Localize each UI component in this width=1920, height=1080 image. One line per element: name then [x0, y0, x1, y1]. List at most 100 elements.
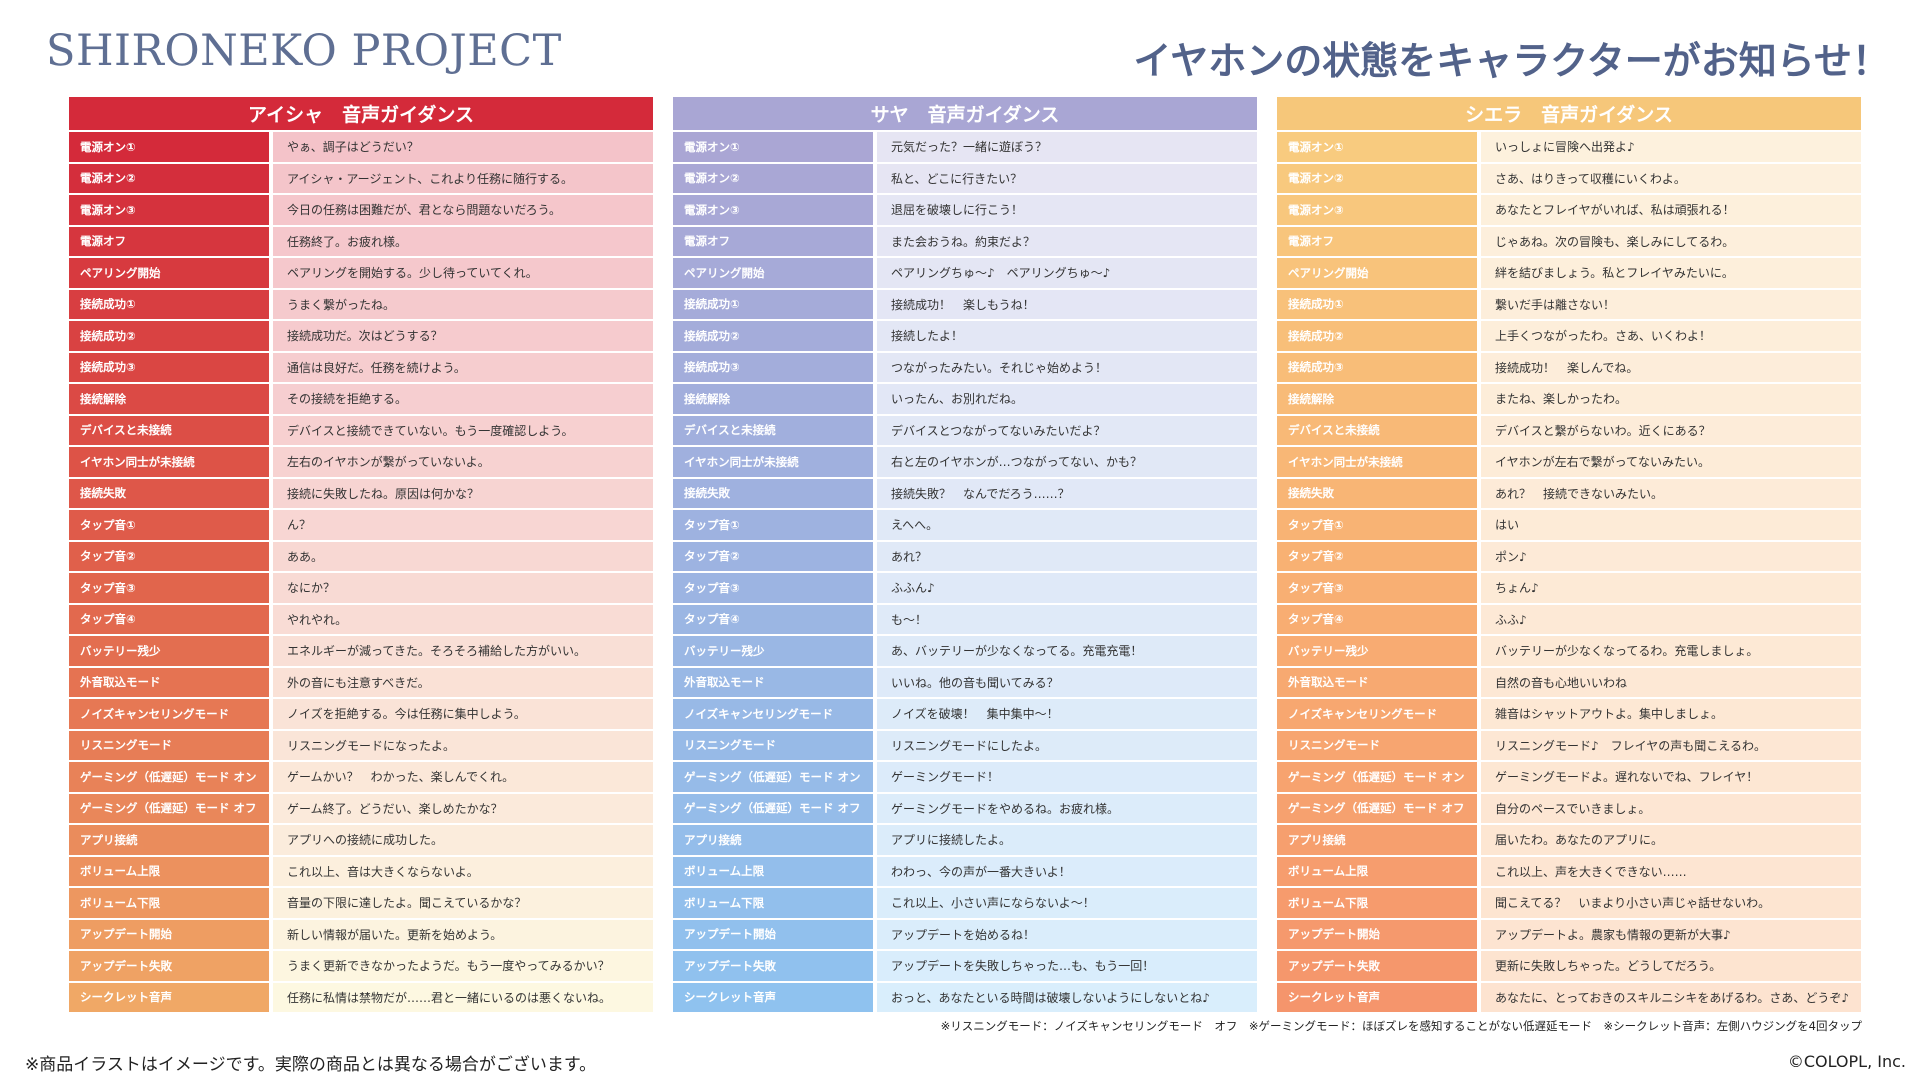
trigger-label: ゲーミング（低遅延）モード オン	[1277, 762, 1477, 792]
table-row: 電源オン① 元気だった？一緒に遊ぼう？	[673, 132, 1257, 162]
trigger-label: タップ音④	[69, 604, 269, 634]
voice-line: またね、楽しかったわ。	[1481, 384, 1861, 414]
voice-line: エネルギーが減ってきた。そろそろ補給した方がいい。	[273, 636, 653, 666]
table-row: デバイスと未接続 デバイスと繋がらないわ。近くにある？	[1277, 415, 1861, 445]
table-row: デバイスと未接続 デバイスと接続できていない。もう一度確認しよう。	[69, 415, 653, 445]
voice-line: 退屈を破壊しに行こう！	[877, 195, 1257, 225]
table-row: 電源オン① やぁ、調子はどうだい？	[69, 132, 653, 162]
voice-line: 新しい情報が届いた。更新を始めよう。	[273, 919, 653, 949]
trigger-label: アプリ接続	[1277, 825, 1477, 855]
trigger-label: 電源オン①	[69, 132, 269, 162]
table-row: ボリューム下限 音量の下限に達したよ。聞こえているかな？	[69, 888, 653, 918]
voice-line: 自分のペースでいきましょ。	[1481, 793, 1861, 823]
table-row: ボリューム下限 これ以上、小さい声にならないよ～！	[673, 888, 1257, 918]
table-row: バッテリー残少 バッテリーが少なくなってるわ。充電しましょ。	[1277, 636, 1861, 666]
table-row: 外音取込モード 自然の音も心地いいわね	[1277, 667, 1861, 697]
trigger-label: ノイズキャンセリングモード	[673, 699, 873, 729]
voice-line: アップデートを失敗しちゃった…も、もう一回！	[877, 951, 1257, 981]
voice-line: わわっ、今の声が一番大きいよ！	[877, 856, 1257, 886]
trigger-label: デバイスと未接続	[69, 415, 269, 445]
voice-line: 私と、どこに行きたい？	[877, 163, 1257, 193]
trigger-label: 電源オン③	[1277, 195, 1477, 225]
trigger-label: 外音取込モード	[1277, 667, 1477, 697]
table-row: ゲーミング（低遅延）モード オン ゲーミングモード！	[673, 762, 1257, 792]
trigger-label: シークレット音声	[1277, 982, 1477, 1012]
voice-line: あなたとフレイヤがいれば、私は頑張れる！	[1481, 195, 1861, 225]
trigger-label: 電源オフ	[1277, 226, 1477, 256]
table-row: 電源オン③ あなたとフレイヤがいれば、私は頑張れる！	[1277, 195, 1861, 225]
table-row: ゲーミング（低遅延）モード オン ゲームかい？ わかった、楽しんでくれ。	[69, 762, 653, 792]
table-row: 電源オン② 私と、どこに行きたい？	[673, 163, 1257, 193]
copyright: ©COLOPL, Inc.	[1787, 1052, 1906, 1071]
trigger-label: デバイスと未接続	[673, 415, 873, 445]
voice-line: ノイズを破壊！ 集中集中～！	[877, 699, 1257, 729]
footnote-disclaimer: ※商品イラストはイメージです。実際の商品とは異なる場合がございます。	[25, 1055, 597, 1075]
table-row: アップデート失敗 アップデートを失敗しちゃった…も、もう一回！	[673, 951, 1257, 981]
voice-line: ゲーミングモード！	[877, 762, 1257, 792]
voice-line: 今日の任務は困難だが、君となら問題ないだろう。	[273, 195, 653, 225]
voice-line: 接続成功！ 楽しもうね！	[877, 289, 1257, 319]
voice-line: ペアリングちゅ～♪ ペアリングちゅ～♪	[877, 258, 1257, 288]
voice-line: アプリへの接続に成功した。	[273, 825, 653, 855]
trigger-label: アップデート開始	[1277, 919, 1477, 949]
trigger-label: 接続成功①	[1277, 289, 1477, 319]
table-row: 接続解除 いったん、お別れだね。	[673, 384, 1257, 414]
trigger-label: タップ音③	[673, 573, 873, 603]
voice-line: うまく繋がったね。	[273, 289, 653, 319]
table-row: ペアリング開始 絆を結びましょう。私とフレイヤみたいに。	[1277, 258, 1861, 288]
table-row: 電源オフ じゃあね。次の冒険も、楽しみにしてるわ。	[1277, 226, 1861, 256]
table-header: アイシャ 音声ガイダンス	[69, 97, 653, 130]
trigger-label: タップ音④	[1277, 604, 1477, 634]
voice-line: あなたに、とっておきのスキルニシキをあげるわ。さあ、どうぞ♪	[1481, 982, 1861, 1012]
table-row: 接続成功③ 接続成功！ 楽しんでね。	[1277, 352, 1861, 382]
voice-line: ふふ♪	[1481, 604, 1861, 634]
table-row: アプリ接続 アプリに接続したよ。	[673, 825, 1257, 855]
trigger-label: ボリューム下限	[673, 888, 873, 918]
trigger-label: 電源オン③	[69, 195, 269, 225]
table-row: ノイズキャンセリングモード 雑音はシャットアウトよ。集中しましょ。	[1277, 699, 1861, 729]
table-row: 接続失敗 接続に失敗したね。原因は何かな？	[69, 478, 653, 508]
footnote-modes: ※リスニングモード：ノイズキャンセリングモード オフ ※ゲーミングモード：ほぼズ…	[940, 1019, 1862, 1033]
voice-line: やぁ、調子はどうだい？	[273, 132, 653, 162]
voice-line: デバイスと繋がらないわ。近くにある？	[1481, 415, 1861, 445]
voice-line: 元気だった？一緒に遊ぼう？	[877, 132, 1257, 162]
voice-line: アップデートよ。農家も情報の更新が大事♪	[1481, 919, 1861, 949]
brand-title: SHIRONEKO PROJECT	[46, 26, 562, 76]
table-row: タップ音④ ふふ♪	[1277, 604, 1861, 634]
table-row: ボリューム上限 これ以上、声を大きくできない……	[1277, 856, 1861, 886]
table-row: デバイスと未接続 デバイスとつながってないみたいだよ？	[673, 415, 1257, 445]
trigger-label: 接続解除	[69, 384, 269, 414]
trigger-label: ゲーミング（低遅延）モード オン	[673, 762, 873, 792]
voice-line: はい	[1481, 510, 1861, 540]
trigger-label: 接続解除	[1277, 384, 1477, 414]
trigger-label: ボリューム下限	[69, 888, 269, 918]
table-row: タップ音② あれ？	[673, 541, 1257, 571]
table-row: タップ音① はい	[1277, 510, 1861, 540]
voice-line: ちょん♪	[1481, 573, 1861, 603]
table-row: 接続成功③ 通信は良好だ。任務を続けよう。	[69, 352, 653, 382]
table-row: イヤホン同士が未接続 右と左のイヤホンが…つながってない、かも？	[673, 447, 1257, 477]
voice-line: いっしょに冒険へ出発よ♪	[1481, 132, 1861, 162]
table-row: 接続成功② 上手くつながったわ。さあ、いくわよ！	[1277, 321, 1861, 351]
voice-line: アップデートを始めるね！	[877, 919, 1257, 949]
trigger-label: 接続成功②	[673, 321, 873, 351]
voice-line: 接続成功！ 楽しんでね。	[1481, 352, 1861, 382]
voice-line: 外の音にも注意すべきだ。	[273, 667, 653, 697]
table-row: シークレット音声 あなたに、とっておきのスキルニシキをあげるわ。さあ、どうぞ♪	[1277, 982, 1861, 1012]
table-row: アプリ接続 届いたわ。あなたのアプリに。	[1277, 825, 1861, 855]
table-row: アプリ接続 アプリへの接続に成功した。	[69, 825, 653, 855]
table-row: シークレット音声 任務に私情は禁物だが……君と一緒にいるのは悪くないね。	[69, 982, 653, 1012]
table-row: 外音取込モード 外の音にも注意すべきだ。	[69, 667, 653, 697]
table-row: アップデート失敗 更新に失敗しちゃった。どうしてだろう。	[1277, 951, 1861, 981]
trigger-label: タップ音③	[1277, 573, 1477, 603]
trigger-label: リスニングモード	[673, 730, 873, 760]
trigger-label: 電源オン①	[1277, 132, 1477, 162]
table-row: 電源オン① いっしょに冒険へ出発よ♪	[1277, 132, 1861, 162]
table-row: 外音取込モード いいね。他の音も聞いてみる？	[673, 667, 1257, 697]
table-row: バッテリー残少 エネルギーが減ってきた。そろそろ補給した方がいい。	[69, 636, 653, 666]
voice-line: 通信は良好だ。任務を続けよう。	[273, 352, 653, 382]
trigger-label: ノイズキャンセリングモード	[69, 699, 269, 729]
headline: イヤホンの状態をキャラクターがお知らせ！	[1133, 38, 1890, 83]
table-header: サヤ 音声ガイダンス	[673, 97, 1257, 130]
table-row: 接続失敗 あれ？ 接続できないみたい。	[1277, 478, 1861, 508]
